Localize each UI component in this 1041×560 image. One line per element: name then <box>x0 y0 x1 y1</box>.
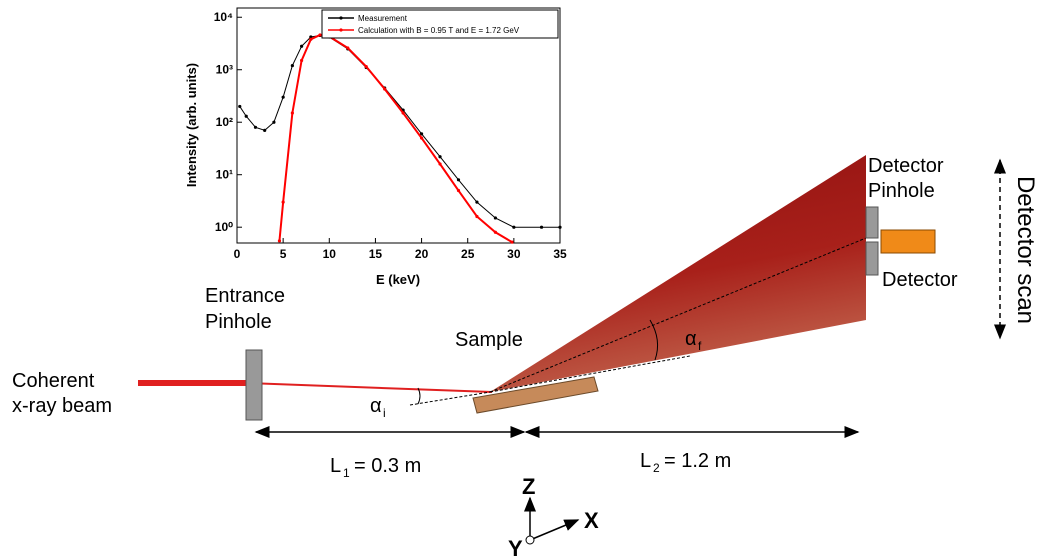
data-point <box>290 63 294 68</box>
y-axis-title: Intensity (arb. units) <box>184 63 199 187</box>
y-tick-label: 10² <box>216 115 233 129</box>
data-point <box>300 44 304 48</box>
data-point <box>290 111 294 115</box>
data-point <box>475 200 479 204</box>
data-point <box>438 155 442 159</box>
data-point <box>263 128 267 132</box>
y-label: Y <box>508 536 523 560</box>
data-point <box>383 87 387 91</box>
sample <box>472 376 599 414</box>
x-tick-label: 30 <box>507 247 521 261</box>
x-tick-label: 10 <box>323 247 337 261</box>
alpha-i: α <box>370 395 382 417</box>
sample-label: Sample <box>455 329 523 351</box>
x-tick-label: 35 <box>553 247 567 261</box>
y-tick-label: 10⁴ <box>214 10 233 24</box>
y-axis <box>525 535 535 545</box>
data-point <box>493 230 497 234</box>
legend-marker <box>339 16 343 20</box>
legend-marker <box>339 28 343 32</box>
data-point <box>401 111 405 115</box>
data-point <box>346 46 350 50</box>
x-label: X <box>584 508 599 533</box>
data-point <box>539 225 544 229</box>
y-tick-label: 10¹ <box>216 168 233 182</box>
data-point <box>309 37 313 41</box>
data-point <box>318 33 322 37</box>
alpha-f: α <box>685 328 697 350</box>
detector-scan-label: Detector scan <box>1012 176 1039 324</box>
entrance-label: Pinhole <box>205 311 272 333</box>
beam-label: Coherent <box>12 370 95 392</box>
data-point <box>300 58 304 63</box>
data-point <box>419 136 424 140</box>
detector-pinhole <box>865 241 879 276</box>
data-point <box>419 132 424 136</box>
x-axis <box>529 519 580 541</box>
x-axis-title: E (keV) <box>376 272 420 287</box>
data-point <box>438 162 442 166</box>
data-point <box>281 200 285 204</box>
data-point <box>493 216 497 220</box>
alpha-i-sub: i <box>383 406 386 420</box>
legend-label: Calculation with B = 0.95 T and E = 1.72… <box>358 26 520 35</box>
l2-text: = 1.2 m <box>664 450 731 472</box>
sample-plane <box>409 391 491 406</box>
scattered-cone <box>490 155 866 392</box>
legend-box <box>321 9 559 39</box>
x-tick-label: 20 <box>415 247 429 261</box>
plot-frame <box>236 7 561 244</box>
data-point <box>277 239 282 243</box>
data-point <box>253 125 258 129</box>
detector-pinhole-label: Detector <box>868 155 944 177</box>
data-point <box>272 120 276 124</box>
data-point <box>512 225 516 229</box>
incident-beam-thin <box>245 382 493 393</box>
x-tick-label: 5 <box>280 247 287 261</box>
data-point <box>281 95 285 99</box>
x-tick-label: 25 <box>461 247 475 261</box>
detector-label: Detector <box>882 269 958 291</box>
data-point <box>456 178 461 182</box>
l2-label: L <box>640 450 651 472</box>
inset-chart: E (keV) Intensity (arb. units) 0 5 10 15 20 2… <box>184 7 567 287</box>
z-label: Z <box>522 474 535 499</box>
entrance-label: Entrance <box>205 285 285 307</box>
data-point <box>475 214 479 219</box>
detector-pinhole-label: Pinhole <box>868 180 935 202</box>
entrance-pinhole <box>245 349 263 421</box>
detector <box>880 229 936 254</box>
detector-pinhole <box>865 206 879 239</box>
data-point <box>238 104 242 109</box>
data-point <box>364 64 368 69</box>
x-tick-label: 0 <box>234 247 241 261</box>
y-tick-label: 10³ <box>216 63 233 77</box>
legend-label: Measurement <box>358 14 408 23</box>
l2-sub: 2 <box>653 461 660 475</box>
alpha-f-arc <box>649 319 659 361</box>
data-point <box>244 114 248 118</box>
data-point <box>510 240 514 244</box>
alpha-i-arc <box>417 387 421 405</box>
alpha-f-sub: f <box>698 339 702 353</box>
l1-sub: 1 <box>343 466 350 480</box>
exit-beam-axis <box>489 237 867 393</box>
l1-label: L <box>330 455 341 477</box>
x-tick-label: 15 <box>369 247 383 261</box>
data-point <box>558 225 562 229</box>
sample-plane <box>489 355 691 393</box>
l1-text: = 0.3 m <box>354 455 421 477</box>
y-tick-label: 10⁰ <box>215 220 233 234</box>
data-point <box>456 188 461 193</box>
beam-label: x-ray beam <box>12 395 112 417</box>
